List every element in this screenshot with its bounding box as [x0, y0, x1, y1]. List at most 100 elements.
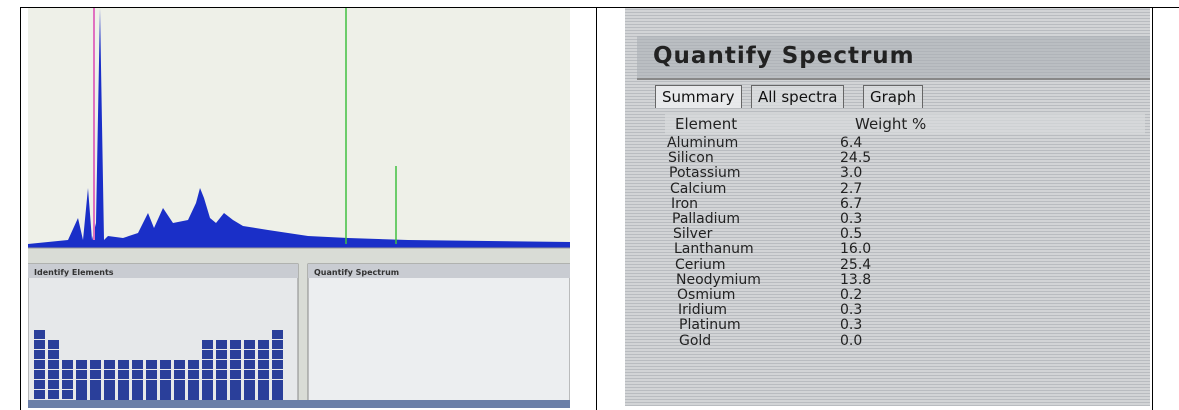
element-cell[interactable]: [216, 394, 227, 403]
element-cell[interactable]: [146, 386, 157, 395]
element-cell[interactable]: [90, 370, 101, 379]
element-cell[interactable]: [118, 370, 129, 379]
element-cell[interactable]: [48, 340, 59, 349]
element-cell[interactable]: [202, 340, 213, 349]
tab[interactable]: All spectra: [751, 85, 845, 108]
element-cell[interactable]: [104, 380, 115, 389]
element-cell[interactable]: [244, 350, 255, 359]
element-cell[interactable]: [146, 394, 157, 403]
element-cell[interactable]: [244, 360, 255, 369]
element-cell[interactable]: [230, 370, 241, 379]
element-cell[interactable]: [258, 350, 269, 359]
element-cell[interactable]: [272, 386, 283, 395]
element-cell[interactable]: [188, 380, 199, 389]
element-cell[interactable]: [202, 394, 213, 403]
element-cell[interactable]: [216, 350, 227, 359]
element-cell[interactable]: [62, 390, 73, 399]
element-cell[interactable]: [34, 360, 45, 369]
element-cell[interactable]: [216, 370, 227, 379]
element-cell[interactable]: [272, 350, 283, 359]
element-cell[interactable]: [132, 386, 143, 395]
element-cell[interactable]: [160, 386, 171, 395]
element-cell[interactable]: [90, 386, 101, 395]
element-cell[interactable]: [160, 380, 171, 389]
element-cell[interactable]: [90, 380, 101, 389]
element-cell[interactable]: [76, 394, 87, 403]
element-cell[interactable]: [160, 394, 171, 403]
element-cell[interactable]: [48, 370, 59, 379]
element-cell[interactable]: [216, 380, 227, 389]
element-cell[interactable]: [272, 330, 283, 339]
element-cell[interactable]: [118, 386, 129, 395]
element-cell[interactable]: [62, 380, 73, 389]
element-cell[interactable]: [202, 370, 213, 379]
element-cell[interactable]: [76, 370, 87, 379]
element-cell[interactable]: [272, 370, 283, 379]
element-cell[interactable]: [272, 394, 283, 403]
element-cell[interactable]: [258, 386, 269, 395]
element-cell[interactable]: [174, 394, 185, 403]
element-cell[interactable]: [34, 380, 45, 389]
element-cell[interactable]: [104, 370, 115, 379]
element-cell[interactable]: [146, 370, 157, 379]
element-cell[interactable]: [188, 360, 199, 369]
element-cell[interactable]: [258, 340, 269, 349]
tab[interactable]: Graph: [863, 85, 924, 108]
element-cell[interactable]: [230, 394, 241, 403]
element-cell[interactable]: [48, 380, 59, 389]
element-cell[interactable]: [258, 370, 269, 379]
element-cell[interactable]: [272, 340, 283, 349]
element-cell[interactable]: [272, 380, 283, 389]
element-cell[interactable]: [202, 360, 213, 369]
element-cell[interactable]: [76, 380, 87, 389]
element-cell[interactable]: [90, 360, 101, 369]
element-cell[interactable]: [48, 390, 59, 399]
element-cell[interactable]: [244, 340, 255, 349]
element-cell[interactable]: [34, 390, 45, 399]
element-cell[interactable]: [104, 386, 115, 395]
element-cell[interactable]: [202, 380, 213, 389]
element-cell[interactable]: [230, 380, 241, 389]
element-cell[interactable]: [48, 360, 59, 369]
element-cell[interactable]: [230, 360, 241, 369]
element-cell[interactable]: [132, 370, 143, 379]
element-cell[interactable]: [174, 380, 185, 389]
element-cell[interactable]: [216, 340, 227, 349]
element-cell[interactable]: [174, 370, 185, 379]
element-cell[interactable]: [76, 386, 87, 395]
element-cell[interactable]: [230, 350, 241, 359]
element-cell[interactable]: [34, 350, 45, 359]
element-cell[interactable]: [118, 380, 129, 389]
element-cell[interactable]: [118, 360, 129, 369]
element-cell[interactable]: [132, 380, 143, 389]
element-cell[interactable]: [202, 386, 213, 395]
element-cell[interactable]: [48, 350, 59, 359]
element-cell[interactable]: [146, 360, 157, 369]
element-cell[interactable]: [90, 394, 101, 403]
element-cell[interactable]: [118, 394, 129, 403]
element-cell[interactable]: [174, 386, 185, 395]
element-cell[interactable]: [132, 360, 143, 369]
element-cell[interactable]: [258, 360, 269, 369]
element-cell[interactable]: [230, 386, 241, 395]
element-cell[interactable]: [62, 370, 73, 379]
element-cell[interactable]: [216, 360, 227, 369]
element-cell[interactable]: [188, 394, 199, 403]
element-cell[interactable]: [230, 340, 241, 349]
element-cell[interactable]: [244, 394, 255, 403]
element-cell[interactable]: [146, 380, 157, 389]
element-cell[interactable]: [160, 360, 171, 369]
element-cell[interactable]: [244, 370, 255, 379]
element-cell[interactable]: [244, 386, 255, 395]
element-cell[interactable]: [34, 370, 45, 379]
element-cell[interactable]: [34, 330, 45, 339]
element-cell[interactable]: [202, 350, 213, 359]
element-cell[interactable]: [62, 360, 73, 369]
element-cell[interactable]: [258, 394, 269, 403]
element-cell[interactable]: [34, 340, 45, 349]
element-cell[interactable]: [188, 386, 199, 395]
tab[interactable]: Summary: [655, 85, 742, 108]
element-cell[interactable]: [160, 370, 171, 379]
element-cell[interactable]: [104, 394, 115, 403]
element-cell[interactable]: [76, 360, 87, 369]
